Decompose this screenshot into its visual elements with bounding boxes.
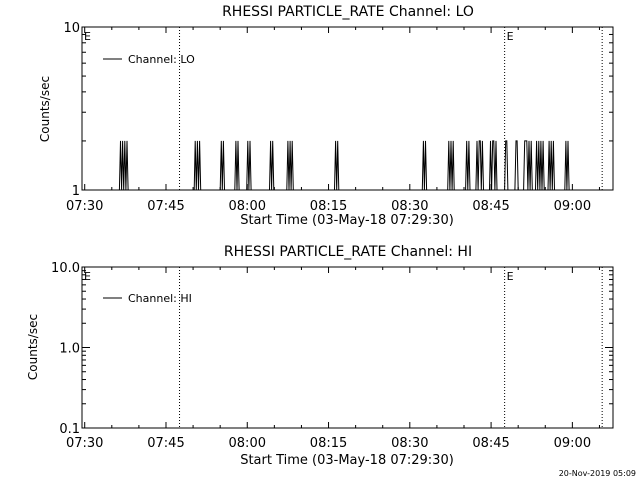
plot-frame-lo bbox=[81, 26, 614, 191]
series-line-lo bbox=[118, 140, 570, 191]
x-tick-label: 07:30 bbox=[66, 436, 103, 451]
x-tick-label: 08:00 bbox=[229, 436, 266, 451]
x-axis-label-hi: Start Time (03-May-18 07:29:30) bbox=[240, 453, 454, 468]
chart-title-hi: RHESSI PARTICLE_RATE Channel: HI bbox=[224, 244, 472, 260]
x-tick-label: 08:15 bbox=[310, 199, 347, 214]
panel-hi: RHESSI PARTICLE_RATE Channel: HI Counts/… bbox=[26, 244, 614, 468]
event-label: E bbox=[507, 270, 514, 283]
y-tick-label: 1.0 bbox=[59, 342, 80, 357]
y-axis-label-lo: Counts/sec bbox=[38, 76, 52, 142]
chart-title-lo: RHESSI PARTICLE_RATE Channel: LO bbox=[222, 4, 474, 20]
x-tick-label: 07:45 bbox=[147, 436, 184, 451]
event-label: E bbox=[84, 30, 91, 43]
x-axis-label-lo: Start Time (03-May-18 07:29:30) bbox=[240, 213, 454, 228]
x-tick-label: 09:00 bbox=[554, 199, 591, 214]
panel-lo: RHESSI PARTICLE_RATE Channel: LO Counts/… bbox=[38, 4, 614, 228]
y-tick-label: 10.0 bbox=[51, 261, 80, 276]
x-tick-label: 07:30 bbox=[66, 199, 103, 214]
x-tick-label: 08:45 bbox=[472, 199, 509, 214]
event-label: E bbox=[84, 270, 91, 283]
x-tick-label: 08:15 bbox=[310, 436, 347, 451]
y-tick-label: 1 bbox=[72, 184, 80, 199]
x-tick-label: 08:00 bbox=[229, 199, 266, 214]
legend-label-lo: Channel: LO bbox=[128, 53, 195, 66]
y-axis-label-hi: Counts/sec bbox=[26, 314, 40, 380]
event-label: E bbox=[507, 30, 514, 43]
legend-label-hi: Channel: HI bbox=[128, 292, 192, 305]
x-tick-label: 07:45 bbox=[147, 199, 184, 214]
x-tick-label: 09:00 bbox=[554, 436, 591, 451]
x-tick-label: 08:30 bbox=[391, 199, 428, 214]
generated-timestamp: 20-Nov-2019 05:09 bbox=[559, 469, 636, 478]
y-tick-label: 10 bbox=[63, 21, 80, 36]
x-tick-label: 08:30 bbox=[391, 436, 428, 451]
y-tick-label: 0.1 bbox=[59, 422, 80, 437]
x-tick-label: 08:45 bbox=[472, 436, 509, 451]
